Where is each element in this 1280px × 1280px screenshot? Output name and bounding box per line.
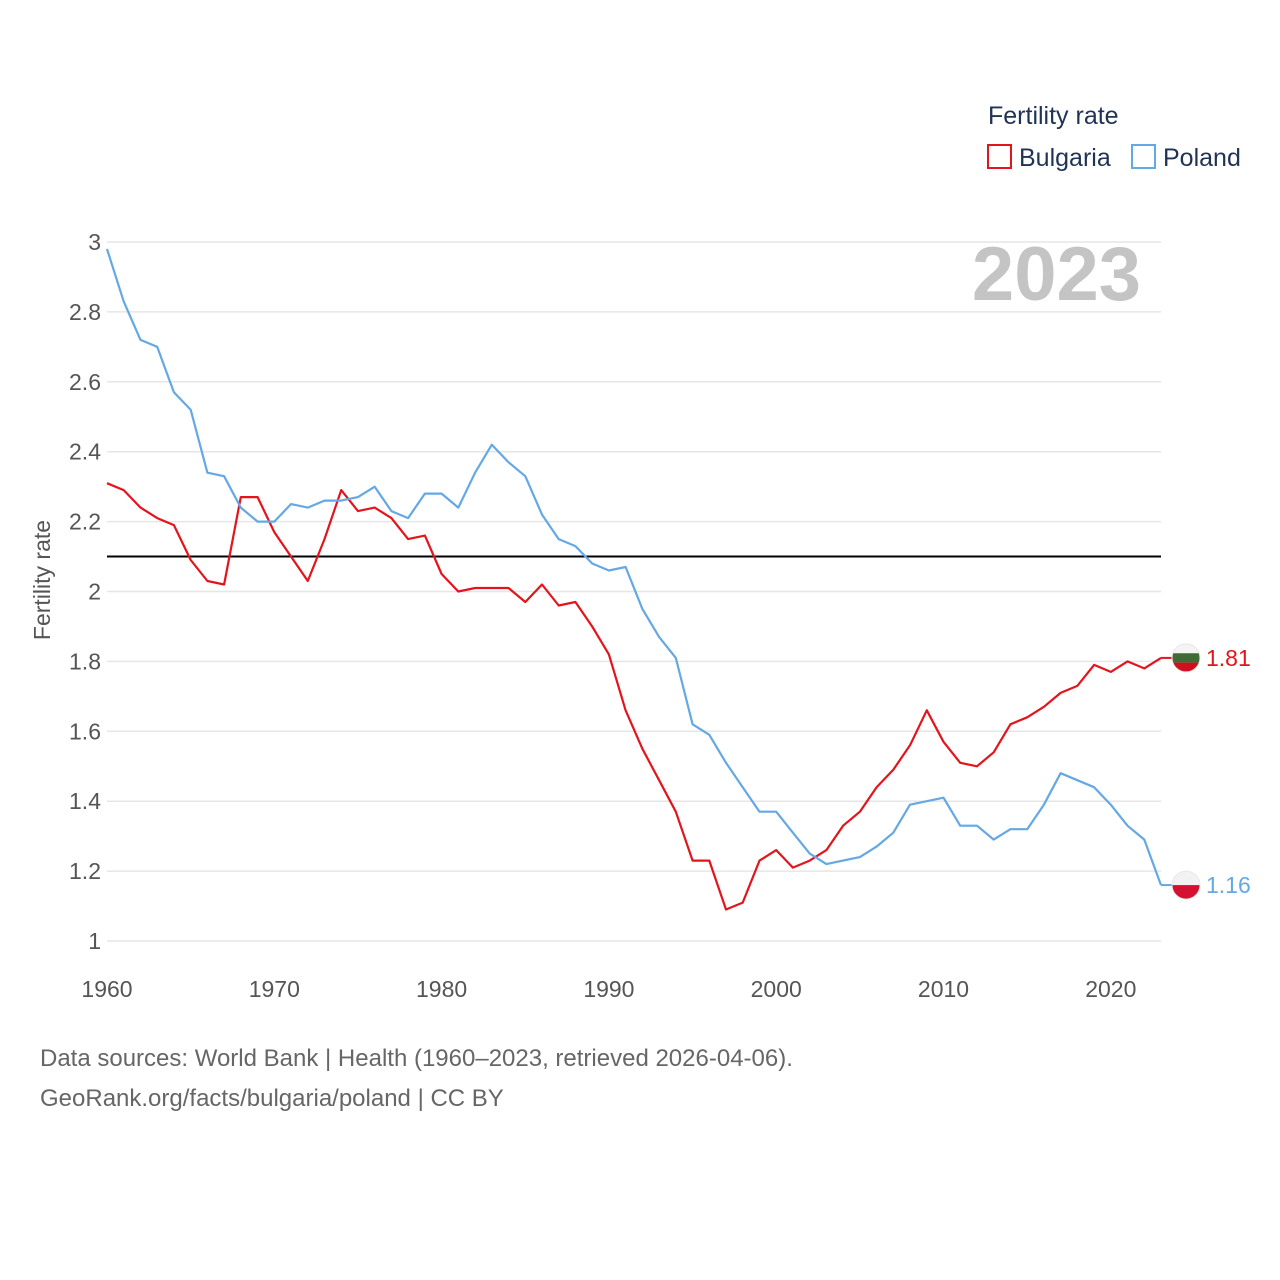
- x-tick-label: 1990: [583, 976, 634, 1002]
- x-tick-label: 2010: [918, 976, 969, 1002]
- year-display: 2023: [972, 232, 1141, 317]
- legend: Fertility rate Bulgaria Poland: [987, 102, 1241, 172]
- y-tick-label: 3: [88, 229, 101, 255]
- series-line-poland[interactable]: [105, 248, 1163, 886]
- y-tick-label: 2.2: [69, 509, 101, 535]
- x-tick-label: 2000: [751, 976, 802, 1002]
- legend-title: Fertility rate: [988, 102, 1119, 130]
- y-tick-label: 1.6: [69, 718, 101, 744]
- x-tick-label: 1970: [249, 976, 300, 1002]
- x-tick-label: 1980: [416, 976, 467, 1002]
- x-axis-ticks: 1960 1970 1980 1990 2000 2010 2020: [81, 976, 1136, 1002]
- y-tick-label: 1: [88, 928, 101, 954]
- x-tick-label: 1960: [81, 976, 132, 1002]
- y-tick-label: 1.2: [69, 858, 101, 884]
- series-end-markers: 1.81 1.16: [1161, 643, 1251, 900]
- footer-attribution: GeoRank.org/facts/bulgaria/poland | CC B…: [40, 1085, 504, 1112]
- y-tick-label: 2.4: [69, 439, 101, 465]
- y-tick-label: 2.6: [69, 369, 101, 395]
- y-tick-label: 1.8: [69, 648, 101, 674]
- y-tick-label: 1.4: [69, 788, 101, 814]
- end-value-label-bulgaria: 1.81: [1206, 645, 1251, 671]
- legend-label-bulgaria[interactable]: Bulgaria: [1019, 144, 1111, 172]
- y-tick-label: 2: [88, 579, 101, 605]
- flag-marker-bulgaria: [1161, 643, 1201, 673]
- grid-lines: [107, 241, 1161, 942]
- y-tick-label: 2.8: [69, 299, 101, 325]
- legend-swatch-bulgaria[interactable]: [987, 144, 1012, 169]
- y-axis-label: Fertility rate: [29, 520, 55, 640]
- x-tick-label: 2020: [1085, 976, 1136, 1002]
- series-line-bulgaria[interactable]: [106, 482, 1162, 911]
- footer-sources: Data sources: World Bank | Health (1960–…: [40, 1045, 793, 1072]
- flag-marker-poland: [1161, 870, 1201, 900]
- legend-swatch-poland[interactable]: [1131, 144, 1156, 169]
- series-lines: [105, 248, 1163, 911]
- end-value-label-poland: 1.16: [1206, 872, 1251, 898]
- y-axis-ticks: 1 1.2 1.4 1.6 1.8 2 2.2 2.4 2.6 2.8 3: [69, 229, 101, 954]
- legend-label-poland[interactable]: Poland: [1163, 144, 1241, 172]
